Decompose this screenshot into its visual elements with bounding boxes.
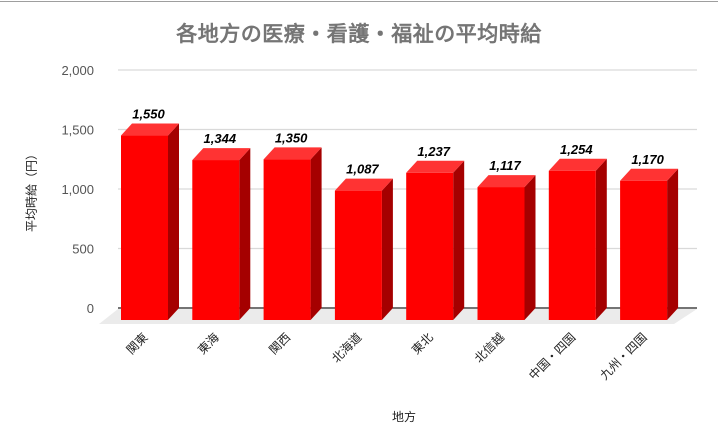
floor-plane [99,309,697,324]
bar: 1,117 [477,158,536,320]
data-label: 1,087 [346,162,379,177]
bar-top [548,158,607,171]
bar: 1,350 [263,130,322,320]
x-category-label: 北海道 [328,330,364,366]
x-axis-title: 地方 [391,410,416,424]
y-tick-label: 0 [87,301,94,316]
x-category-label: 東海 [194,330,222,358]
chart-floor [99,309,697,324]
x-category-label: 北信越 [472,330,507,365]
data-label: 1,350 [275,130,308,145]
bar-side [667,168,679,320]
bar: 1,344 [192,131,251,320]
bar-top [263,147,322,160]
bar-front [620,180,668,320]
bar-front [121,135,168,320]
x-category-label: 東北 [409,330,436,357]
bar-top [406,160,465,173]
y-tick-label: 2,000 [61,63,94,78]
sheet-border-line [0,1,718,2]
bar-front [192,160,240,320]
bar-front [548,170,596,320]
data-label: 1,117 [489,158,521,173]
data-label: 1,254 [560,142,593,157]
bar: 1,170 [620,152,679,320]
bar-side [595,158,607,320]
bar-side [310,147,322,320]
chart-title: 各地方の医療・看護・福祉の平均時給 [176,22,542,46]
data-label: 1,550 [132,107,165,122]
data-label: 1,237 [417,144,450,159]
y-tick-label: 1,000 [61,182,94,197]
bar-front [334,190,382,320]
x-category-label: 関東 [124,330,151,357]
bar: 1,254 [548,142,607,320]
data-label: 1,344 [204,131,237,146]
bars: 1,550 1,344 1,350 1,087 1,237 1,117 1,254 1,170 [121,107,679,320]
bar-side [524,175,536,320]
bar-front [477,187,525,320]
y-tick-label: 500 [72,242,94,257]
bar-top [477,175,536,188]
bar-top [192,148,251,161]
x-category-label: 中国・四国 [525,330,578,383]
bar-side [168,123,179,320]
bar-side [239,148,251,320]
x-category-label: 九州・四国 [597,330,649,382]
bar-top [121,123,179,136]
bar-side [381,178,393,320]
x-axis-labels: 関東 東海 関西 北海道 東北 北信越 中国・四国 九州・四国 [124,330,650,383]
bar-top [334,178,393,191]
bar-front [263,159,311,320]
x-category-label: 関西 [266,330,293,357]
bar: 1,087 [334,162,393,320]
y-tick-label: 1,500 [61,123,94,138]
bar: 1,237 [406,144,465,320]
bar: 1,550 [121,107,179,320]
bar-side [453,160,465,320]
bar-front [406,172,454,320]
data-label: 1,170 [631,152,664,167]
y-axis-ticks: 0 500 1,000 1,500 2,000 [61,63,94,316]
bar-top [620,168,679,181]
